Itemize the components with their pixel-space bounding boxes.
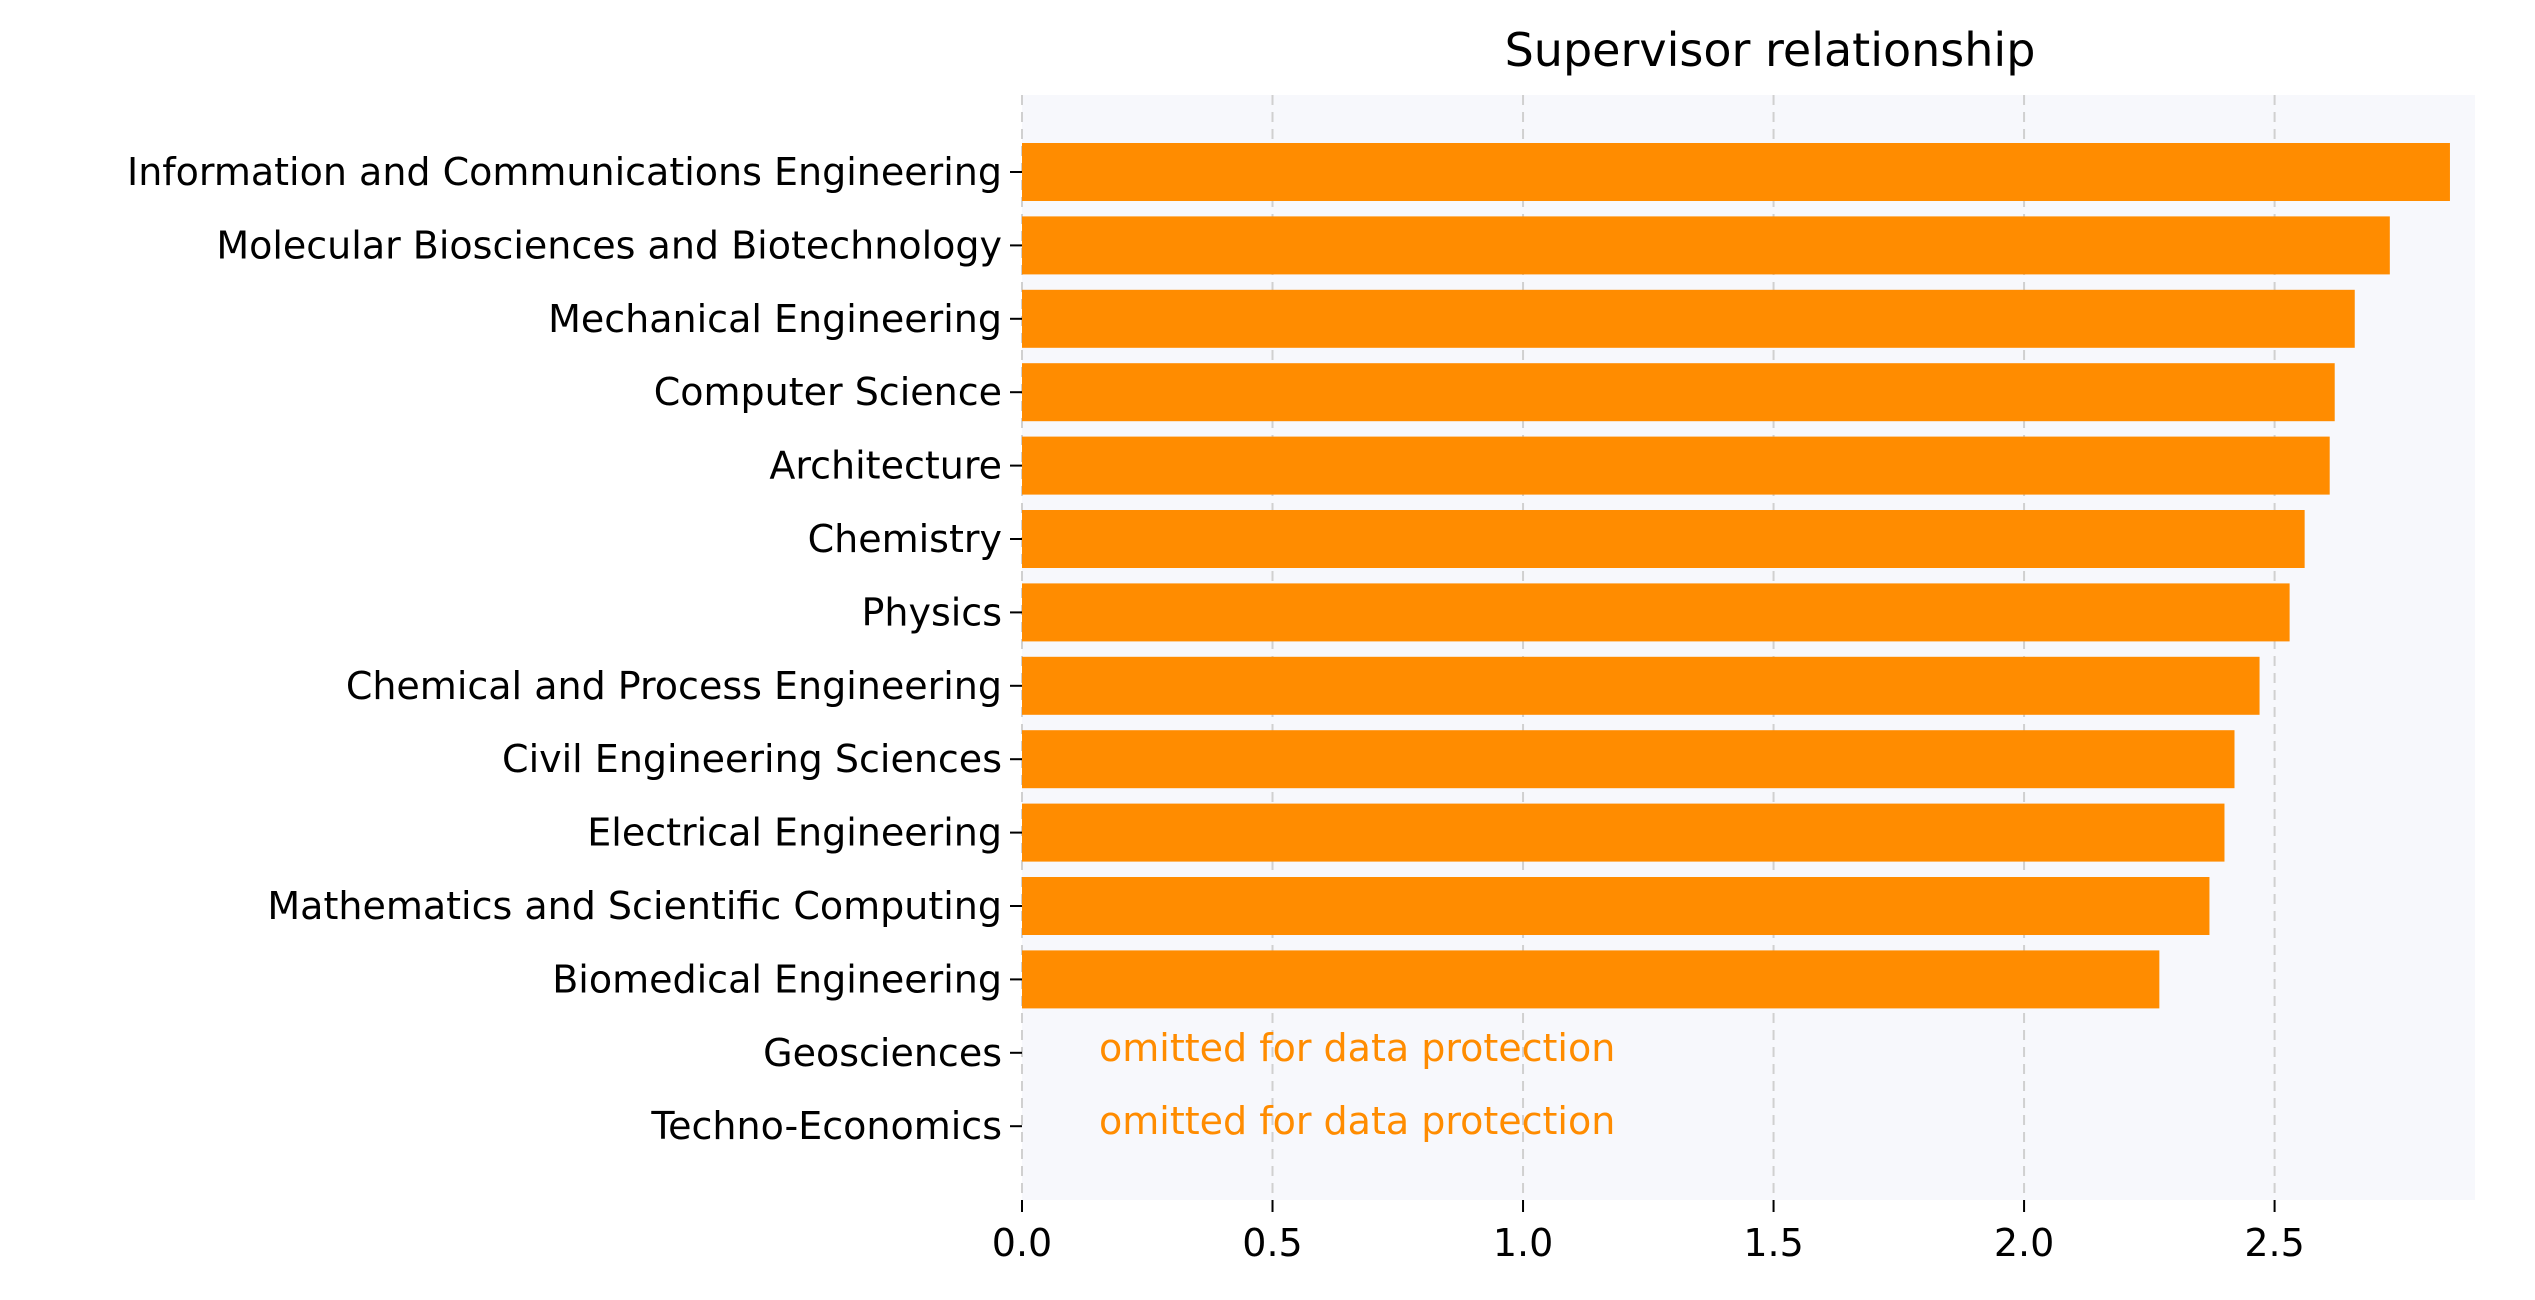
- omitted-notes: omitted for data protection omitted for d…: [1099, 1026, 1615, 1143]
- category-label: Geosciences: [763, 1031, 1002, 1075]
- category-label: Information and Communications Engineeri…: [127, 150, 1002, 194]
- category-label: Civil Engineering Sciences: [502, 737, 1002, 781]
- bar: [1022, 510, 2305, 568]
- category-label: Molecular Biosciences and Biotechnology: [216, 223, 1002, 267]
- bar: [1022, 583, 2290, 642]
- x-tick-label: 0.0: [992, 1221, 1052, 1265]
- category-label: Techno-Economics: [650, 1104, 1002, 1148]
- category-label: Mathematics and Scientific Computing: [267, 884, 1002, 928]
- category-label: Chemical and Process Engineering: [346, 664, 1002, 708]
- x-tick-label: 0.5: [1242, 1221, 1302, 1265]
- category-label: Computer Science: [654, 370, 1002, 414]
- bar: [1022, 730, 2235, 789]
- category-label: Chemistry: [808, 517, 1002, 561]
- category-label: Biomedical Engineering: [552, 957, 1002, 1001]
- gridlines: [1021, 95, 2276, 1200]
- omitted-note: omitted for data protection: [1099, 1099, 1615, 1143]
- x-tick-label: 1.0: [1493, 1221, 1553, 1265]
- bar: [1022, 436, 2330, 495]
- y-axis-ticks: Information and Communications Engineeri…: [127, 150, 1022, 1148]
- category-label: Mechanical Engineering: [548, 297, 1002, 341]
- category-label: Physics: [861, 590, 1002, 634]
- x-tick-label: 2.0: [1994, 1221, 2054, 1265]
- bar: [1022, 950, 2160, 1009]
- bar: [1022, 656, 2260, 715]
- category-label: Architecture: [769, 444, 1002, 488]
- x-tick-label: 1.5: [1743, 1221, 1803, 1265]
- bar: [1022, 363, 2335, 422]
- bar: [1022, 216, 2390, 275]
- bar: [1022, 877, 2210, 935]
- x-tick-label: 2.5: [2244, 1221, 2304, 1265]
- category-label: Electrical Engineering: [587, 811, 1002, 855]
- omitted-note: omitted for data protection: [1099, 1026, 1615, 1070]
- bar: [1022, 803, 2225, 862]
- bars: [1022, 143, 2450, 1009]
- plot-background: [1022, 95, 2475, 1200]
- bar: [1022, 289, 2355, 348]
- x-axis-ticks: 0.0 0.5 1.0 1.5 2.0 2.5: [992, 1200, 2305, 1265]
- chart-title: Supervisor relationship: [1505, 23, 2036, 77]
- bar: [1022, 143, 2450, 201]
